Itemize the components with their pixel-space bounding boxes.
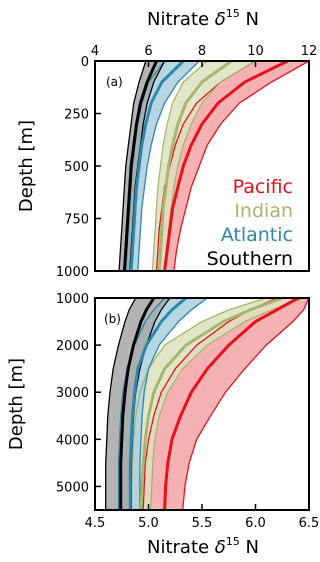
legend-item-atlantic: Atlantic [221,224,293,246]
series-upper-edge-atlantic [139,298,208,510]
series-mean-line-atlantic [128,298,187,510]
series-band-indian [152,61,256,271]
series-lower-edge-southern [105,298,137,510]
y-tick-label: 1000 [56,292,89,307]
panel-a-x-axis-title: Nitrate δ15 N [147,7,259,30]
series-lower-edge-atlantic [117,298,166,510]
y-tick-label: 2000 [56,339,89,354]
x-tick-label: 5.0 [138,516,159,531]
panel-b-x-ticks: 4.5 5.0 5.5 6.0 6.5 [85,504,320,531]
legend-item-pacific: Pacific [233,176,293,198]
panel-b-label: (b) [104,312,121,326]
x-tick-label: 4 [91,44,99,59]
y-tick-label: 4000 [56,433,89,448]
panel-a: 4 6 8 10 12 0 250 500 750 1000 (a) Nitrate δ15 N… [16,7,317,280]
y-tick-label: 250 [64,108,89,123]
series-mean-line-indian [157,61,233,271]
panel-a-y-ticks: 0 250 500 750 1000 [56,55,101,280]
series-upper-edge-pacific [173,61,309,271]
y-tick-label: 750 [64,213,89,228]
legend-item-southern: Southern [207,248,293,270]
series-lower-edge-indian [151,61,208,271]
y-tick-label: 5000 [56,480,89,495]
series-lower-edge-southern [118,61,147,271]
series-upper-edge-atlantic [137,61,200,271]
panel-b-bands [105,298,309,510]
x-tick-label: 6 [144,44,152,59]
x-tick-label: 4.5 [85,516,106,531]
panel-b-lines [105,298,309,510]
series-upper-edge-pacific [182,298,309,510]
series-mean-line-southern [119,298,156,510]
y-tick-label: 500 [64,160,89,175]
series-band-pacific [143,298,309,510]
legend-item-indian: Indian [234,200,293,222]
series-lower-edge-indian [129,298,267,510]
panel-a-y-axis-title: Depth [m] [16,120,37,212]
series-band-southern [119,61,165,271]
panel-b-x-axis-title: Nitrate δ15 N [147,535,259,558]
x-tick-label: 10 [247,44,264,59]
x-tick-label: 8 [198,44,206,59]
series-mean-line-southern [122,61,158,271]
x-tick-label: 6.5 [299,516,320,531]
series-mean-line-pacific [163,298,300,510]
x-tick-label: 5.5 [192,516,213,531]
series-mean-line-indian [139,298,283,510]
series-upper-edge-indian [149,298,304,510]
series-mean-line-pacific [163,61,289,271]
x-tick-label: 6.0 [245,516,266,531]
series-mean-line-atlantic [129,61,185,271]
series-band-indian [130,298,304,510]
y-tick-label: 3000 [56,386,89,401]
legend: Pacific Indian Atlantic Southern [207,176,293,270]
panel-a-bands [119,61,309,271]
panel-a-label: (a) [106,75,123,89]
panel-a-lines [118,61,309,271]
panel-a-x-ticks: 4 6 8 10 12 [91,44,317,67]
panel-b-y-ticks: 1000 2000 3000 4000 5000 [56,292,101,495]
x-tick-label: 12 [301,44,318,59]
panel-b: 4.5 5.0 5.5 6.0 6.5 1000 2000 3000 4000 5000 (b)… [6,292,319,558]
y-tick-label: 0 [81,55,89,70]
panel-b-y-axis-title: Depth [m] [6,358,27,450]
y-tick-label: 1000 [56,265,89,280]
